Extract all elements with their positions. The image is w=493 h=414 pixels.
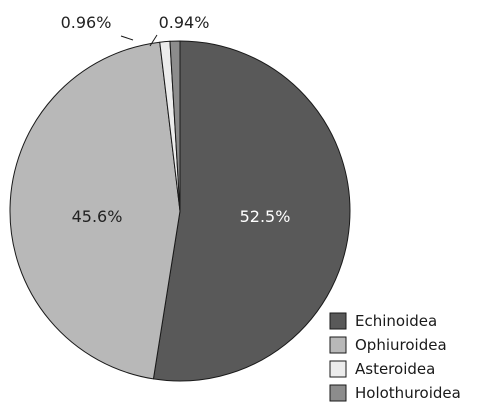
slice-label-holothuroidea: 0.94% [159, 13, 210, 32]
slice-labels: 52.5% 45.6% 0.96% 0.94% [61, 13, 291, 226]
slice-label-echinoidea: 52.5% [240, 207, 291, 226]
pie-slice-echinoidea [152, 40, 351, 382]
legend-label-echinoidea: Echinoidea [355, 312, 437, 330]
legend-swatch-ophiuroidea [329, 336, 347, 354]
legend: Echinoidea Ophiuroidea Asteroidea Holothuro… [329, 312, 461, 402]
legend-label-asteroidea: Asteroidea [355, 360, 435, 378]
legend-swatch-asteroidea [329, 360, 347, 378]
slice-label-ophiuroidea: 45.6% [72, 207, 123, 226]
leader-lines [120, 34, 158, 47]
legend-swatch-echinoidea [329, 312, 347, 330]
pie-slice-ophiuroidea [9, 41, 181, 380]
pie-slice-holothuroidea [169, 40, 181, 212]
legend-label-ophiuroidea: Ophiuroidea [355, 336, 447, 354]
pie-slices [9, 40, 351, 382]
legend-swatch-holothuroidea [329, 384, 347, 402]
slice-label-asteroidea: 0.96% [61, 13, 112, 32]
leader-line-asteroidea [120, 35, 134, 41]
legend-label-holothuroidea: Holothuroidea [355, 384, 461, 402]
leader-line-holothuroidea [149, 34, 158, 47]
